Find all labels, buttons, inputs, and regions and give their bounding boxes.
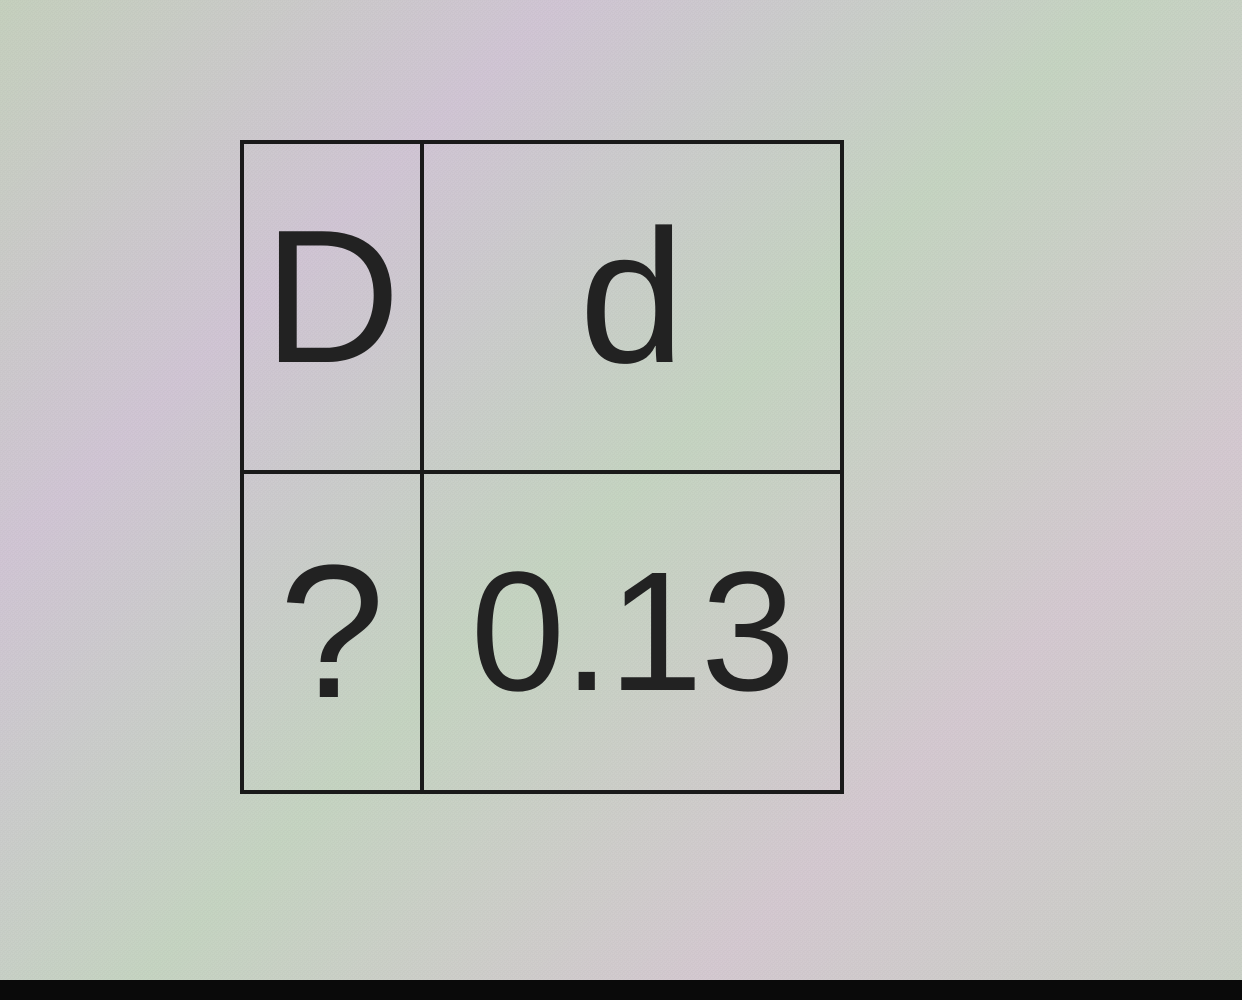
punnett-table-container: D d ? 0.13	[240, 140, 844, 794]
punnett-table: D d ? 0.13	[240, 140, 844, 794]
cell-unknown-frequency: ?	[242, 472, 422, 792]
cell-allele-d: d	[422, 142, 842, 472]
cell-allele-D: D	[242, 142, 422, 472]
table-row: D d	[242, 142, 842, 472]
table-row: ? 0.13	[242, 472, 842, 792]
bottom-edge-bar	[0, 980, 1242, 1000]
cell-frequency-value: 0.13	[422, 472, 842, 792]
